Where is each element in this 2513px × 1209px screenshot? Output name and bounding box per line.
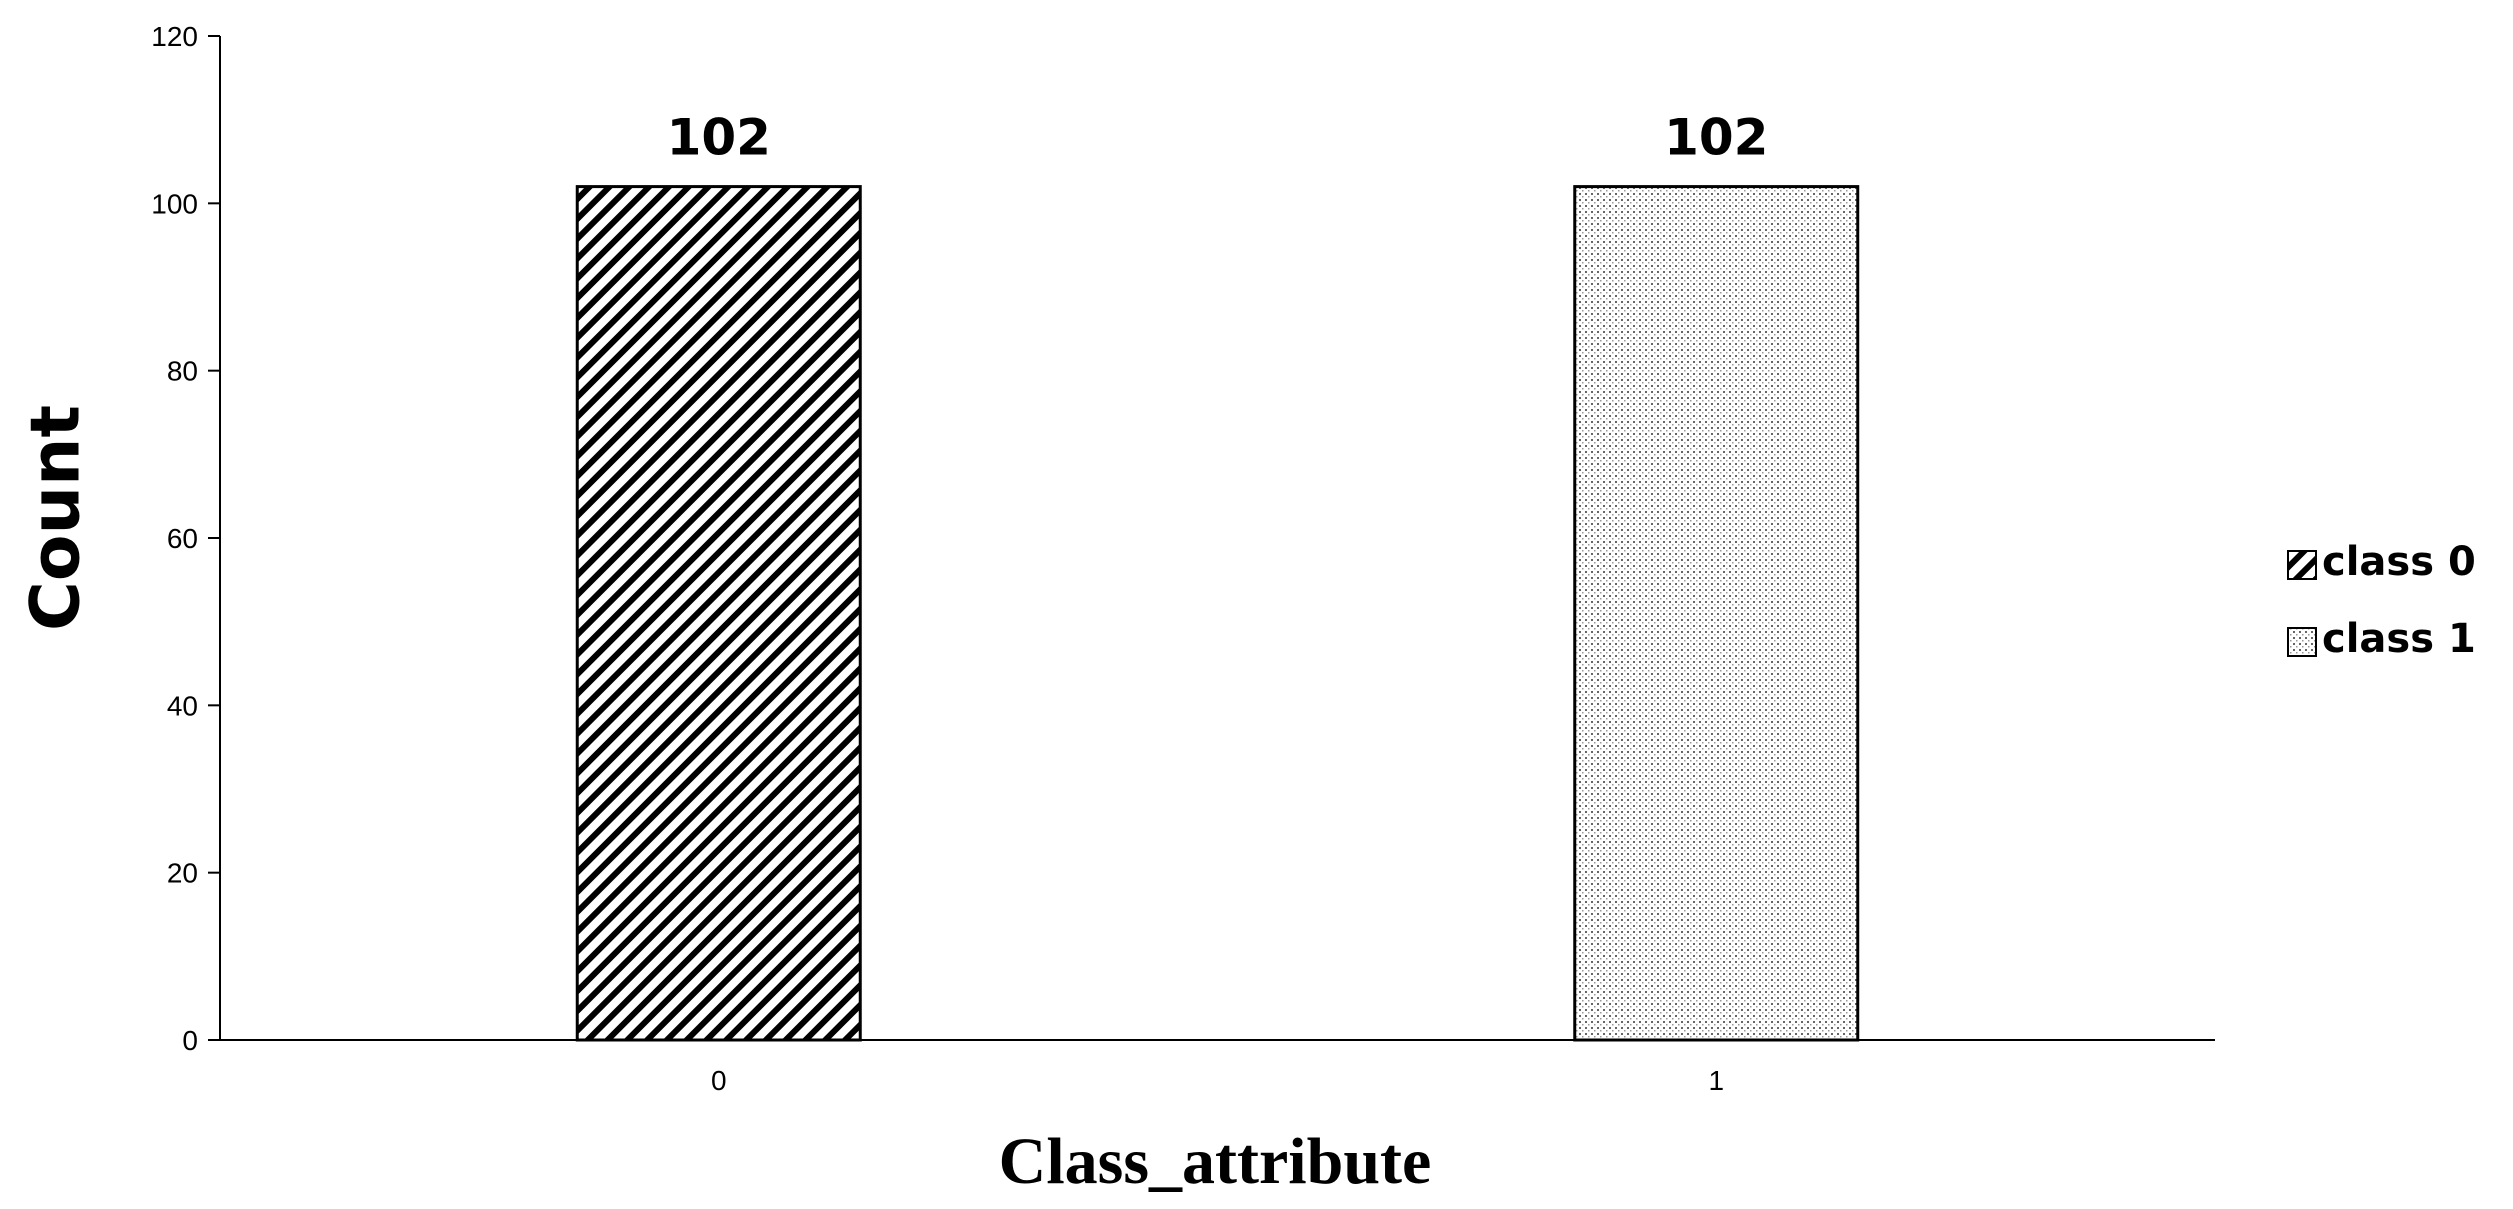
x-tick-label: 1 [1708,1065,1724,1096]
legend: class 0 class 1 [2287,539,2476,662]
y-tick-label: 120 [151,21,198,52]
bar-class-0 [575,185,862,1042]
bar-data-label: 102 [1664,109,1768,167]
y-axis-title: Count [17,405,96,631]
y-tick-label: 100 [151,188,198,219]
y-tick-label: 0 [182,1025,198,1056]
bar-data-label: 102 [667,109,771,167]
legend-label: class 0 [2322,539,2476,585]
bar-class-1 [1573,185,1860,1042]
y-tick-label: 20 [167,858,198,889]
y-tick-label: 80 [167,356,198,387]
x-axis-title: Class_attribute [999,1125,1432,1198]
x-tick-label: 0 [711,1065,727,1096]
y-tick-label: 40 [167,690,198,721]
bars: 102 102 [575,109,1860,1042]
legend-swatch [2287,550,2317,580]
y-axis-ticks: 0 20 40 60 80 100 120 [151,21,220,1056]
y-tick-label: 60 [167,523,198,554]
legend-swatch [2287,627,2317,657]
legend-label: class 1 [2322,616,2476,662]
